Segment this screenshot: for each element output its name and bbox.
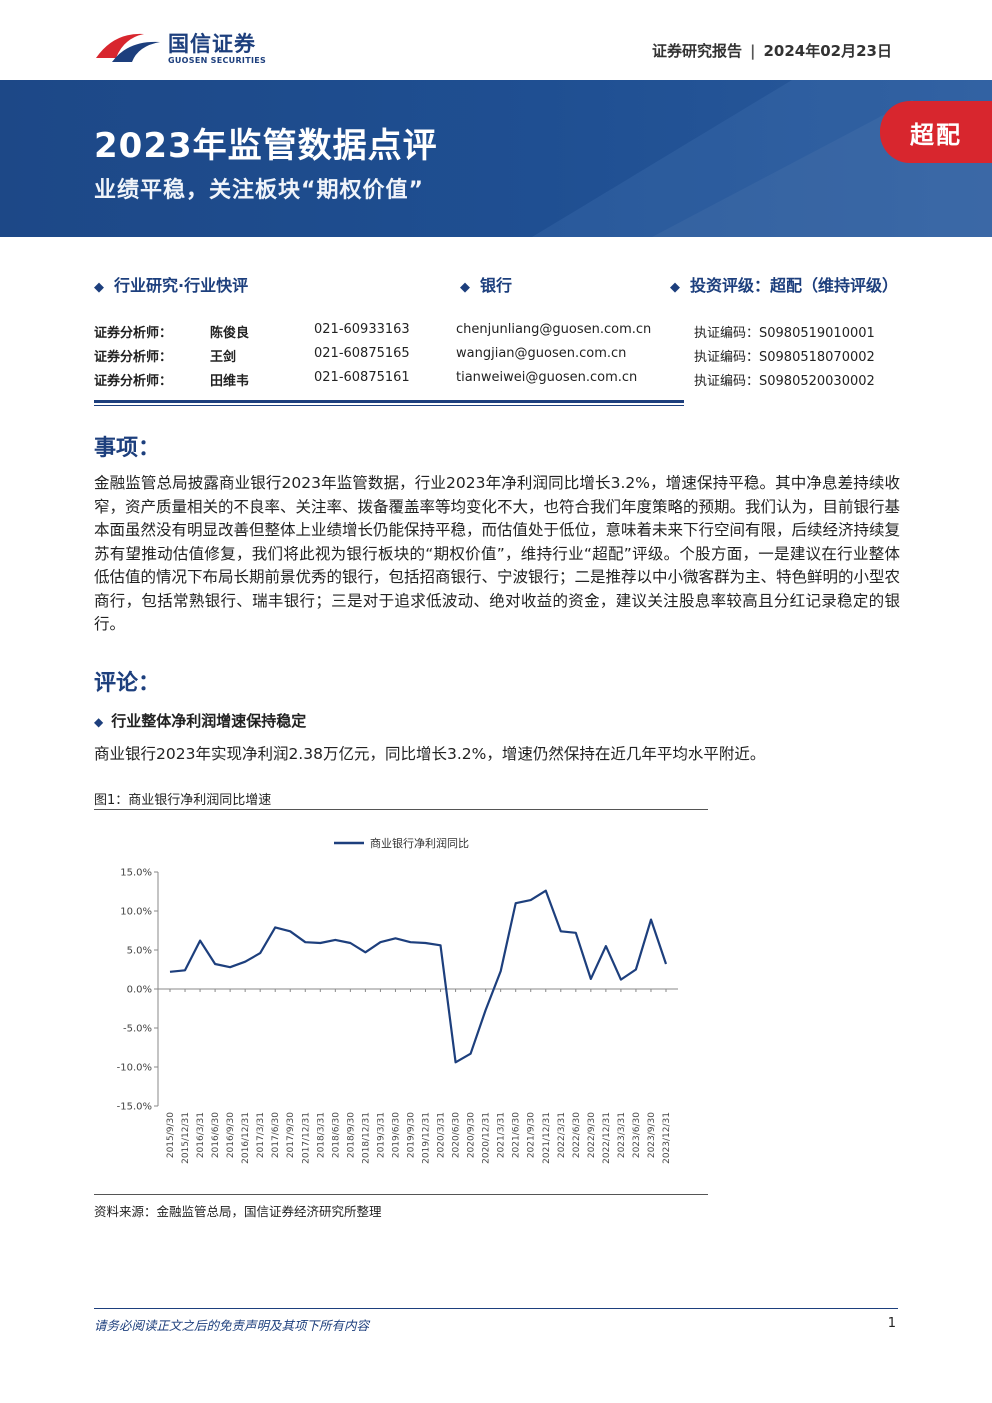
- x-tick-label: 2018/3/31: [316, 1112, 326, 1158]
- x-tick-label: 2022/6/30: [572, 1112, 582, 1158]
- y-tick-label: -10.0%: [117, 1063, 152, 1074]
- x-tick-label: 2021/12/31: [542, 1112, 552, 1164]
- net-profit-growth-chart: 15.0% 10.0% 5.0% 0.0% -5.0% -10.0% -15.0% 2015/…: [117, 836, 678, 1164]
- subsection-heading: ◆ 行业整体净利润增速保持稳定: [94, 710, 306, 731]
- x-tick-label: 2019/9/30: [406, 1112, 416, 1158]
- analyst-phone: 021-60875161: [314, 370, 410, 385]
- meta-rating: ◆ 投资评级：超配（维持评级）: [670, 272, 898, 296]
- section-body-matters: 金融监管总局披露商业银行2023年监管数据，行业2023年净利润同比增长3.2%…: [94, 474, 901, 633]
- y-tick-label: 0.0%: [127, 985, 152, 996]
- analyst-row: 证券分析师： 田维韦 021-60875161 tianweiwei@guose…: [94, 368, 904, 392]
- x-tick-label: 2019/3/31: [376, 1112, 386, 1158]
- legend-label: 商业银行净利润同比: [370, 836, 469, 850]
- analyst-name: 田维韦: [210, 374, 250, 389]
- footer-disclaimer: 请务必阅读正文之后的免责声明及其项下所有内容: [94, 1318, 370, 1333]
- analyst-email[interactable]: wangjian@guosen.com.cn: [456, 346, 627, 361]
- y-tick-label: 10.0%: [120, 907, 152, 918]
- figure-caption: 图1：商业银行净利润同比增速: [94, 793, 272, 808]
- analyst-cert: 执证编码：S0980520030002: [694, 374, 875, 389]
- x-tick-label: 2015/12/31: [181, 1112, 191, 1164]
- section-body-comment: 商业银行2023年实现净利润2.38万亿元，同比增长3.2%，增速仍然保持在近几…: [94, 745, 766, 763]
- x-tick-label: 2016/6/30: [211, 1112, 221, 1158]
- section-heading-matters: 事项：: [94, 436, 161, 461]
- x-tick-label: 2023/9/30: [647, 1112, 657, 1158]
- x-tick-label: 2023/3/31: [617, 1112, 627, 1158]
- diamond-bullet-icon: ◆: [670, 280, 680, 295]
- report-title: 2023年监管数据点评: [94, 126, 438, 166]
- x-tick-label: 2017/12/31: [301, 1112, 311, 1164]
- x-tick-label: 2020/3/31: [437, 1112, 447, 1158]
- page-number: 1: [887, 1316, 896, 1331]
- report-date: 2024年02月23日: [763, 42, 893, 60]
- diamond-bullet-icon: ◆: [94, 715, 104, 729]
- y-tick-label: -5.0%: [123, 1024, 152, 1035]
- divider-thin: [94, 405, 684, 406]
- x-tick-label: 2019/6/30: [391, 1112, 401, 1158]
- sector-label: 银行: [480, 276, 513, 295]
- analyst-phone: 021-60875165: [314, 346, 410, 361]
- subsection-title: 行业整体净利润增速保持稳定: [111, 712, 307, 730]
- diamond-bullet-icon: ◆: [460, 280, 470, 295]
- x-tick-label: 2022/12/31: [602, 1112, 612, 1164]
- analyst-row: 证券分析师： 王剑 021-60875165 wangjian@guosen.c…: [94, 344, 904, 368]
- x-tick-label: 2020/6/30: [452, 1112, 462, 1158]
- meta-sector: ◆ 银行: [460, 272, 512, 296]
- x-tick-label: 2018/12/31: [361, 1112, 371, 1164]
- rating-label: 投资评级：超配（维持评级）: [690, 276, 899, 295]
- analyst-label: 证券分析师：: [94, 326, 173, 341]
- figure-top-rule: [94, 809, 708, 810]
- x-tick-label: 2022/3/31: [557, 1112, 567, 1158]
- x-tick-label: 2015/9/30: [166, 1112, 176, 1158]
- x-tick-label: 2016/12/31: [241, 1112, 251, 1164]
- x-tick-label: 2017/3/31: [256, 1112, 266, 1158]
- series-line: [169, 889, 668, 1064]
- rating-badge: 超配: [880, 101, 992, 163]
- analyst-email[interactable]: chenjunliang@guosen.com.cn: [456, 322, 652, 337]
- x-tick-label: 2021/6/30: [512, 1112, 522, 1158]
- x-tick-label: 2017/6/30: [271, 1112, 281, 1158]
- logo-english-name: GUOSEN SECURITIES: [168, 56, 267, 65]
- analyst-label: 证券分析师：: [94, 350, 173, 365]
- y-tick-label: 15.0%: [120, 868, 152, 879]
- analyst-email[interactable]: tianweiwei@guosen.com.cn: [456, 370, 638, 385]
- x-tick-label: 2019/12/31: [422, 1112, 432, 1164]
- meta-category: ◆ 行业研究·行业快评: [94, 272, 248, 296]
- diamond-bullet-icon: ◆: [94, 280, 104, 295]
- logo-chinese-name: 国信证券: [168, 32, 256, 56]
- analyst-table: 证券分析师： 陈俊良 021-60933163 chenjunliang@guo…: [94, 320, 904, 392]
- category-label: 行业研究·行业快评: [114, 276, 249, 295]
- x-tick-label: 2021/9/30: [527, 1112, 537, 1158]
- x-tick-label: 2017/9/30: [286, 1112, 296, 1158]
- analyst-row: 证券分析师： 陈俊良 021-60933163 chenjunliang@guo…: [94, 320, 904, 344]
- x-tick-label: 2020/12/31: [482, 1112, 492, 1164]
- analyst-cert: 执证编码：S0980518070002: [694, 350, 875, 365]
- x-tick-label: 2020/9/30: [467, 1112, 477, 1158]
- x-tick-label: 2022/9/30: [587, 1112, 597, 1158]
- analyst-label: 证券分析师：: [94, 374, 173, 389]
- analyst-cert: 执证编码：S0980519010001: [694, 326, 875, 341]
- title-banner: 2023年监管数据点评 业绩平稳，关注板块“期权价值”: [0, 80, 992, 237]
- report-type: 证券研究报告: [652, 42, 743, 60]
- y-tick-label: -15.0%: [117, 1102, 152, 1113]
- analyst-phone: 021-60933163: [314, 322, 410, 337]
- footer-rule: [94, 1308, 898, 1309]
- x-tick-label: 2023/12/31: [662, 1112, 672, 1164]
- x-tick-label: 2016/9/30: [226, 1112, 236, 1158]
- y-tick-label: 5.0%: [127, 946, 152, 957]
- figure-bottom-rule: [94, 1194, 708, 1195]
- x-tick-label: 2023/6/30: [632, 1112, 642, 1158]
- figure-source: 资料来源：金融监管总局，国信证券经济研究所整理: [94, 1204, 382, 1219]
- guosen-logo-icon: [96, 33, 160, 62]
- x-tick-label: 2018/9/30: [346, 1112, 356, 1158]
- report-subtitle: 业绩平稳，关注板块“期权价值”: [94, 178, 424, 203]
- company-logo: 国信证券 GUOSEN SECURITIES: [94, 24, 274, 70]
- analyst-name: 陈俊良: [210, 326, 250, 341]
- x-tick-label: 2018/6/30: [331, 1112, 341, 1158]
- x-tick-label: 2016/3/31: [196, 1112, 206, 1158]
- report-header-info: 证券研究报告 | 2024年02月23日: [652, 42, 893, 60]
- section-heading-comment: 评论：: [94, 671, 161, 696]
- x-tick-label: 2021/3/31: [497, 1112, 507, 1158]
- analyst-name: 王剑: [210, 350, 237, 365]
- divider-thick: [94, 400, 684, 403]
